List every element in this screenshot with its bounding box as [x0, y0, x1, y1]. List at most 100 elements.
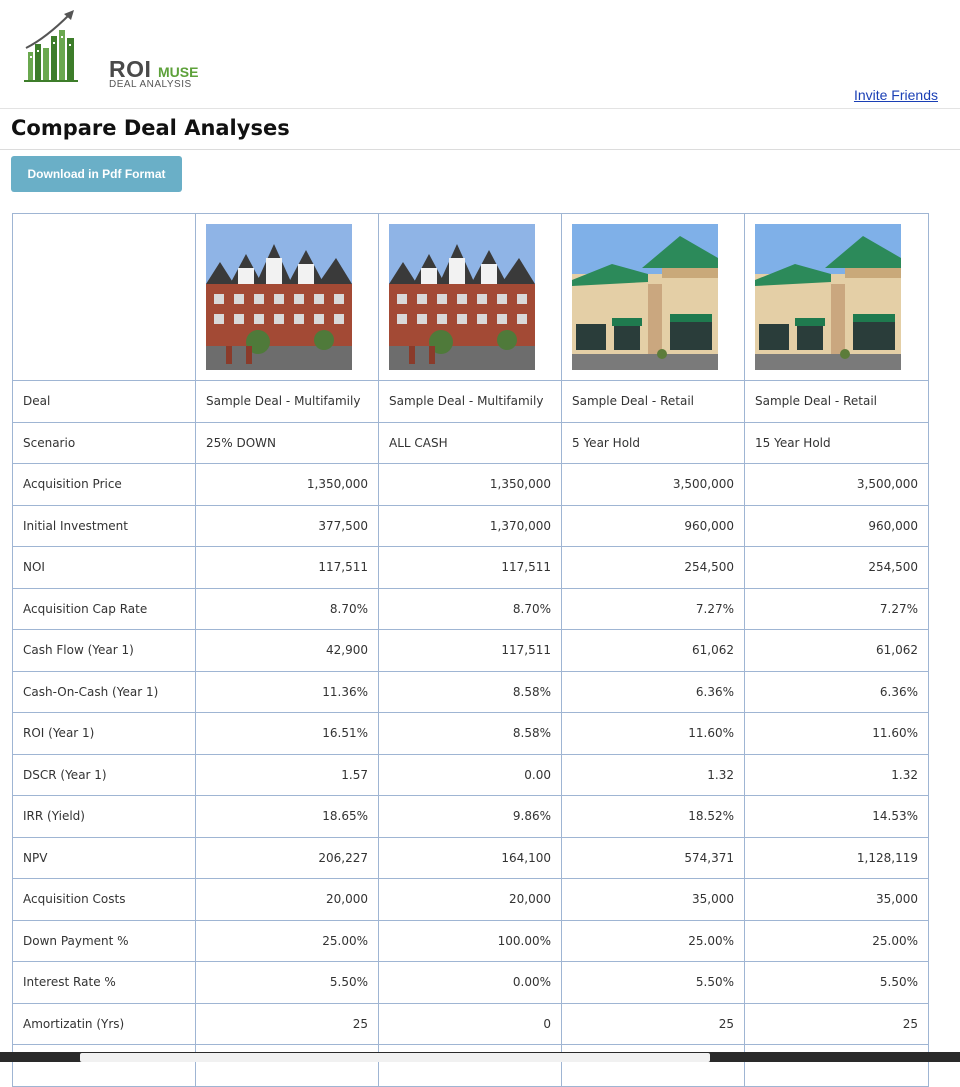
table-cell: 1,370,000 — [378, 504, 562, 547]
horizontal-scrollbar-thumb[interactable] — [80, 1053, 710, 1062]
table-cell: 25 — [744, 1002, 929, 1045]
deal-images-row — [12, 213, 929, 381]
table-cell: 61,062 — [744, 629, 929, 672]
row-label: Acquisition Costs — [12, 878, 196, 921]
table-cell: 7.27% — [561, 587, 745, 630]
table-cell: 18.52% — [561, 795, 745, 838]
table-cell: 14.53% — [744, 795, 929, 838]
table-row: Initial Investment 377,500 1,370,000 960,00… — [12, 504, 929, 547]
deal-image-cell — [561, 213, 745, 381]
table-cell: 25 — [195, 1002, 379, 1045]
row-label: Scenario — [12, 421, 196, 464]
table-row: Acquisition Costs 20,000 20,000 35,000 35,00… — [12, 878, 929, 921]
table-cell — [195, 1044, 379, 1087]
table-cell: 25% DOWN — [195, 421, 379, 464]
table-cell: ALL CASH — [378, 421, 562, 464]
table-cell: 18.65% — [195, 795, 379, 838]
row-label: IRR (Yield) — [12, 795, 196, 838]
table-cell: 117,511 — [195, 546, 379, 589]
table-cell: 61,062 — [561, 629, 745, 672]
deal-image-cell — [378, 213, 562, 381]
table-cell: 0.00 — [378, 753, 562, 796]
table-cell: 206,227 — [195, 836, 379, 879]
table-cell: 117,511 — [378, 629, 562, 672]
table-cell: 8.70% — [195, 587, 379, 630]
multifamily-building-image — [389, 224, 535, 370]
table-cell: 11.60% — [744, 712, 929, 755]
table-row: ROI (Year 1) 16.51% 8.58% 11.60% 11.60% — [12, 712, 929, 755]
table-row: Deal Sample Deal - Multifamily Sample Deal… — [12, 380, 929, 423]
table-cell: 3,500,000 — [744, 463, 929, 506]
table-cell: Sample Deal - Multifamily — [195, 380, 379, 423]
table-row: Cash Flow (Year 1) 42,900 117,511 61,062 61,… — [12, 629, 929, 672]
row-label: Interest Rate % — [12, 961, 196, 1004]
table-cell: 960,000 — [744, 504, 929, 547]
table-cell: 1.32 — [744, 753, 929, 796]
row-label: Initial Investment — [12, 504, 196, 547]
row-label: Deal — [12, 380, 196, 423]
table-cell: 100.00% — [378, 919, 562, 962]
table-row: Acquisition Cap Rate 8.70% 8.70% 7.27% 7.27% — [12, 587, 929, 630]
table-row: DSCR (Year 1) 1.57 0.00 1.32 1.32 — [12, 753, 929, 796]
chart-bars-logo-icon — [24, 10, 78, 82]
table-cell: 1,128,119 — [744, 836, 929, 879]
table-row: Interest Rate % 5.50% 0.00% 5.50% 5.50% — [12, 961, 929, 1004]
logo-muse-text: MUSE — [158, 64, 199, 80]
table-row: Cash-On-Cash (Year 1) 11.36% 8.58% 6.36% 6.3… — [12, 670, 929, 713]
table-cell: 5.50% — [195, 961, 379, 1004]
table-cell: 574,371 — [561, 836, 745, 879]
table-cell: 25 — [561, 1002, 745, 1045]
table-cell: 11.60% — [561, 712, 745, 755]
table-cell: 3,500,000 — [561, 463, 745, 506]
table-cell: 15 Year Hold — [744, 421, 929, 464]
table-row: NOI 117,511 117,511 254,500 254,500 — [12, 546, 929, 589]
table-cell: 20,000 — [378, 878, 562, 921]
row-label: NOI — [12, 546, 196, 589]
table-row: Amortizatin (Yrs) 25 0 25 25 — [12, 1002, 929, 1045]
table-cell: 377,500 — [195, 504, 379, 547]
deal-image-cell — [195, 213, 379, 381]
table-cell: 8.58% — [378, 670, 562, 713]
table-cell: 25.00% — [195, 919, 379, 962]
table-cell: 254,500 — [744, 546, 929, 589]
row-label: NPV — [12, 836, 196, 879]
table-cell: 8.70% — [378, 587, 562, 630]
table-cell: 5.50% — [561, 961, 745, 1004]
row-label: Acquisition Price — [12, 463, 196, 506]
download-pdf-button[interactable]: Download in Pdf Format — [11, 156, 182, 192]
table-cell: 7.27% — [744, 587, 929, 630]
table-row: Scenario 25% DOWN ALL CASH 5 Year Hold 15 Ye… — [12, 421, 929, 464]
empty-corner-cell — [12, 213, 196, 381]
logo-roi-text: ROI — [109, 56, 152, 82]
row-label: Acquisition Cap Rate — [12, 587, 196, 630]
table-cell: 1.57 — [195, 753, 379, 796]
table-cell — [378, 1044, 562, 1087]
table-cell — [744, 1044, 929, 1087]
table-cell: 42,900 — [195, 629, 379, 672]
site-header: ROI MUSE DEAL ANALYSIS Invite Friends — [0, 0, 960, 109]
table-cell: 25.00% — [744, 919, 929, 962]
table-row: Acquisition Price 1,350,000 1,350,000 3,500… — [12, 463, 929, 506]
table-cell: 6.36% — [744, 670, 929, 713]
deal-image-cell — [744, 213, 929, 381]
table-cell: 254,500 — [561, 546, 745, 589]
retail-building-image — [572, 224, 718, 370]
table-cell: 0.00% — [378, 961, 562, 1004]
table-cell: 117,511 — [378, 546, 562, 589]
table-row: IRR (Yield) 18.65% 9.86% 18.52% 14.53% — [12, 795, 929, 838]
roi-muse-logo[interactable]: ROI MUSE DEAL ANALYSIS — [24, 8, 198, 90]
table-cell: 8.58% — [378, 712, 562, 755]
table-row — [12, 1044, 929, 1087]
logo-tagline: DEAL ANALYSIS — [109, 79, 192, 90]
table-cell: 9.86% — [378, 795, 562, 838]
invite-friends-link[interactable]: Invite Friends — [853, 87, 938, 103]
table-cell: 25.00% — [561, 919, 745, 962]
row-label: Cash Flow (Year 1) — [12, 629, 196, 672]
row-label — [12, 1044, 196, 1087]
table-cell: Sample Deal - Retail — [744, 380, 929, 423]
table-cell: 11.36% — [195, 670, 379, 713]
table-cell: 0 — [378, 1002, 562, 1045]
table-cell: 5 Year Hold — [561, 421, 745, 464]
title-divider — [0, 149, 960, 150]
row-label: Amortizatin (Yrs) — [12, 1002, 196, 1045]
